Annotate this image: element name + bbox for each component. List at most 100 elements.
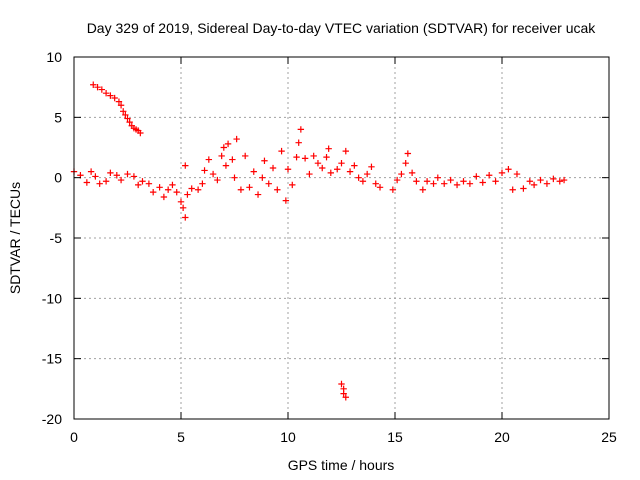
data-point: [149, 188, 157, 196]
data-point: [139, 178, 146, 185]
x-tick-label: 20: [494, 429, 510, 445]
data-point: [92, 173, 99, 180]
data-point: [246, 184, 253, 191]
data-point: [319, 164, 326, 172]
y-tick-label: -15: [42, 351, 62, 367]
data-point: [351, 162, 358, 169]
data-point: [398, 170, 405, 178]
data-point: [122, 111, 129, 119]
data-point: [342, 147, 349, 155]
data-point: [284, 166, 292, 173]
data-point: [231, 174, 238, 181]
data-point: [111, 94, 118, 102]
data-point: [201, 167, 208, 174]
data-point: [254, 191, 262, 198]
data-point: [413, 178, 420, 185]
data-point: [265, 180, 272, 187]
data-point: [214, 176, 221, 184]
data-point: [530, 181, 538, 189]
data-point: [173, 188, 180, 196]
data-point: [282, 197, 290, 204]
data-point: [520, 185, 527, 192]
data-point: [293, 153, 300, 161]
data-point: [404, 150, 412, 157]
data-point: [135, 181, 142, 189]
data-point: [556, 178, 563, 185]
data-point: [274, 186, 281, 193]
data-point: [107, 92, 114, 99]
data-point: [560, 176, 568, 184]
y-tick-label: 0: [54, 170, 62, 186]
data-point: [550, 175, 557, 183]
data-point: [102, 90, 110, 97]
data-point: [393, 176, 401, 184]
data-point: [96, 180, 103, 187]
y-tick-label: -10: [42, 290, 62, 306]
data-point: [301, 155, 309, 162]
data-point: [441, 180, 448, 187]
data-point: [177, 198, 185, 205]
data-point: [220, 144, 227, 151]
data-point: [102, 178, 110, 185]
data-point: [130, 173, 138, 180]
x-axis-label: GPS time / hours: [288, 457, 395, 473]
data-point: [117, 102, 125, 109]
data-point: [460, 178, 467, 185]
chart-title: Day 329 of 2019, Sidereal Day-to-day VTE…: [87, 20, 597, 36]
data-point: [419, 186, 427, 193]
data-point: [126, 118, 133, 126]
data-point: [205, 156, 213, 163]
data-point: [466, 180, 474, 187]
data-point: [218, 152, 225, 160]
data-point: [194, 186, 202, 193]
data-point: [479, 179, 486, 186]
data-point: [120, 108, 127, 115]
data-point: [233, 135, 240, 143]
data-point: [355, 174, 362, 181]
data-point: [297, 126, 305, 133]
grid-lines: [74, 57, 609, 419]
data-point: [314, 159, 322, 167]
data-point: [434, 174, 441, 181]
data-point: [160, 193, 168, 201]
data-point: [289, 181, 296, 189]
data-point: [229, 156, 236, 163]
data-point: [473, 173, 480, 180]
data-point: [107, 169, 114, 177]
x-tick-label: 10: [280, 429, 296, 445]
data-point: [505, 166, 512, 173]
data-point: [224, 140, 232, 148]
data-point: [543, 180, 551, 187]
data-point: [346, 168, 354, 175]
y-tick-label: 5: [54, 109, 62, 125]
data-point: [402, 159, 409, 167]
data-point: [188, 185, 195, 192]
data-point: [526, 178, 534, 185]
data-point: [423, 178, 431, 185]
data-point: [250, 168, 257, 175]
data-point: [124, 170, 131, 178]
data-point: [325, 145, 332, 152]
x-tick-label: 0: [70, 429, 78, 445]
data-point: [222, 162, 230, 169]
data-point: [269, 164, 277, 172]
data-point: [513, 170, 521, 178]
data-point: [363, 170, 371, 178]
data-point: [145, 180, 153, 187]
data-point: [156, 184, 163, 191]
data-point: [87, 168, 95, 175]
data-point: [169, 181, 176, 189]
data-point: [323, 153, 330, 161]
data-point: [117, 176, 125, 184]
data-point: [408, 169, 416, 177]
data-point: [310, 152, 317, 160]
x-tick-label: 15: [387, 429, 403, 445]
data-point: [115, 98, 123, 105]
data-point: [90, 81, 97, 88]
data-point: [359, 178, 367, 185]
data-point: [83, 179, 91, 186]
data-point: [242, 152, 249, 160]
data-point: [338, 380, 345, 388]
data-point: [94, 83, 101, 91]
